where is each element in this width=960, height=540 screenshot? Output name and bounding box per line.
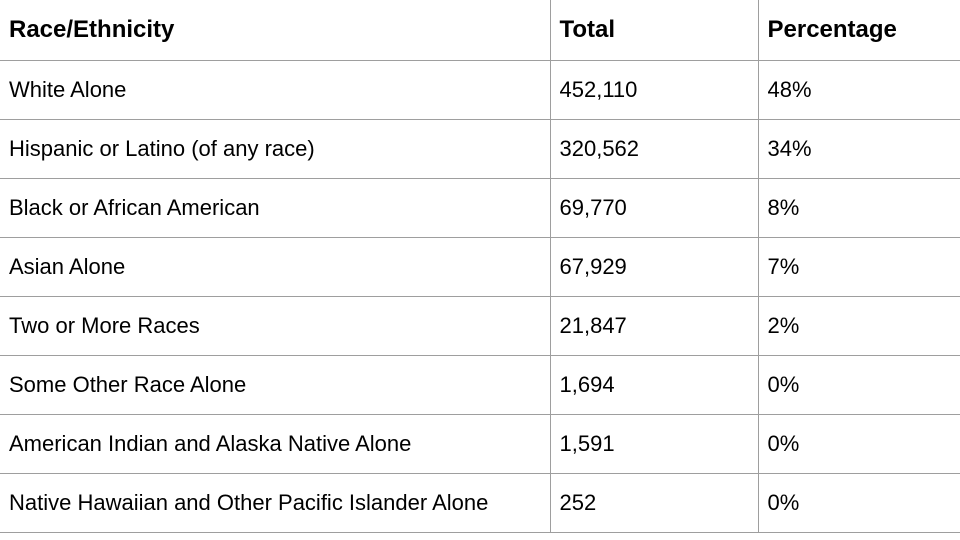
race-ethnicity-cell: Black or African American <box>0 177 551 238</box>
percentage-cell: 0% <box>757 472 960 533</box>
race-ethnicity-cell: American Indian and Alaska Native Alone <box>0 413 551 474</box>
table-header-row: Race/Ethnicity Total Percentage <box>0 0 960 61</box>
race-ethnicity-cell: Two or More Races <box>0 295 551 356</box>
percentage-cell: 8% <box>757 177 960 238</box>
percentage-cell: 0% <box>757 354 960 415</box>
table-row: Two or More Races 21,847 2% <box>0 295 960 356</box>
header-total: Total <box>549 0 759 61</box>
total-cell: 67,929 <box>549 236 759 297</box>
total-cell: 1,591 <box>549 413 759 474</box>
total-cell: 69,770 <box>549 177 759 238</box>
table-row: Asian Alone 67,929 7% <box>0 236 960 297</box>
table-row: White Alone 452,110 48% <box>0 59 960 120</box>
percentage-cell: 34% <box>757 118 960 179</box>
header-percentage: Percentage <box>757 0 960 61</box>
table-row: Black or African American 69,770 8% <box>0 177 960 238</box>
total-cell: 320,562 <box>549 118 759 179</box>
race-ethnicity-cell: Native Hawaiian and Other Pacific Island… <box>0 472 551 533</box>
table-row: Some Other Race Alone 1,694 0% <box>0 354 960 415</box>
percentage-cell: 2% <box>757 295 960 356</box>
table-row: Hispanic or Latino (of any race) 320,562… <box>0 118 960 179</box>
total-cell: 21,847 <box>549 295 759 356</box>
header-race-ethnicity: Race/Ethnicity <box>0 0 551 61</box>
race-ethnicity-cell: Hispanic or Latino (of any race) <box>0 118 551 179</box>
table-row: American Indian and Alaska Native Alone … <box>0 413 960 474</box>
race-ethnicity-cell: Some Other Race Alone <box>0 354 551 415</box>
percentage-cell: 48% <box>757 59 960 120</box>
race-ethnicity-cell: Asian Alone <box>0 236 551 297</box>
total-cell: 252 <box>549 472 759 533</box>
race-ethnicity-cell: White Alone <box>0 59 551 120</box>
total-cell: 452,110 <box>549 59 759 120</box>
percentage-cell: 7% <box>757 236 960 297</box>
table-row: Native Hawaiian and Other Pacific Island… <box>0 472 960 533</box>
percentage-cell: 0% <box>757 413 960 474</box>
total-cell: 1,694 <box>549 354 759 415</box>
